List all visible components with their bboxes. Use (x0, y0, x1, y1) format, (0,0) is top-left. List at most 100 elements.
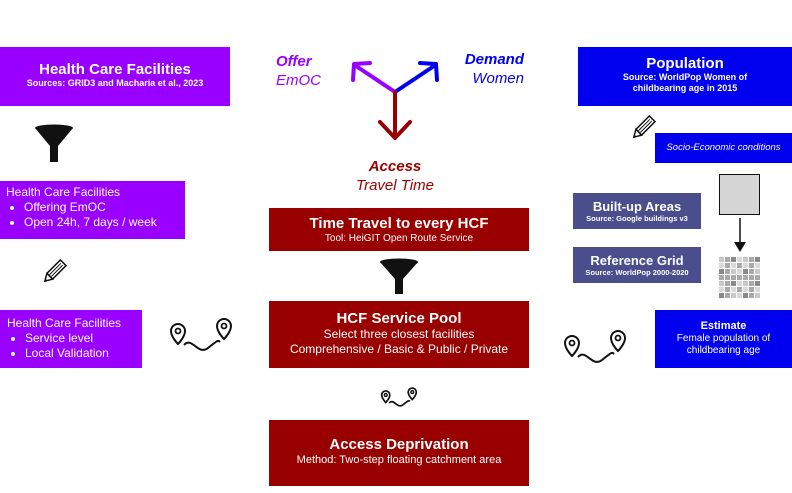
grid-cell (725, 275, 730, 280)
access-label: Access Travel Time (345, 157, 445, 195)
down-arrow-icon (734, 218, 746, 252)
grid-cell (731, 269, 736, 274)
grid-cell (719, 293, 724, 298)
route-icon (563, 329, 627, 363)
list-item: Open 24h, 7 days / week (24, 215, 179, 230)
grid-cell (743, 257, 748, 262)
funnel-icon (35, 124, 73, 162)
grid-cell (731, 287, 736, 292)
grid-cell (755, 281, 760, 286)
grid-cell (737, 269, 742, 274)
hcf-service-title: Health Care Facilities (7, 316, 122, 330)
estimate-title: Estimate (700, 320, 747, 332)
grid-cell (737, 287, 742, 292)
hcf-emoc-box: Health Care Facilities Offering EmOC Ope… (0, 181, 185, 239)
hcf-source-box: Health Care Facilities Sources: GRID3 an… (0, 47, 230, 106)
hcf-source-sub: Sources: GRID3 and Macharia et al., 2023 (26, 78, 204, 88)
grid-cell (755, 275, 760, 280)
grid-icon (719, 257, 760, 298)
service-pool-line1: Select three closest facilities (323, 327, 475, 341)
access-deprivation-sub: Method: Two-step floating catchment area (296, 454, 502, 466)
service-pool-line2: Comprehensive / Basic & Public / Private (289, 342, 509, 356)
tri-arrow-icon (351, 61, 439, 140)
grid-cell (737, 257, 742, 262)
offer-title: Offer (276, 53, 312, 70)
grid-cell (725, 281, 730, 286)
grid-cell (719, 269, 724, 274)
grid-cell (743, 287, 748, 292)
reference-grid-sub: Source: WorldPop 2000-2020 (585, 268, 689, 277)
pencil-icon (43, 258, 68, 283)
estimate-box: Estimate Female population of childbeari… (655, 310, 792, 368)
socio-economic-label: Socio-Economic conditions (666, 142, 781, 153)
grid-cell (737, 293, 742, 298)
grid-cell (737, 275, 742, 280)
population-sub: Source: WorldPop Women of childbearing a… (622, 72, 748, 93)
hcf-emoc-list: Offering EmOC Open 24h, 7 days / week (6, 200, 179, 230)
grid-cell (755, 263, 760, 268)
built-up-title: Built-up Areas (592, 199, 682, 214)
grid-cell (737, 281, 742, 286)
grid-cell (731, 281, 736, 286)
grid-cell (725, 269, 730, 274)
built-up-box: Built-up Areas Source: Google buildings … (573, 193, 701, 229)
demand-subtitle: Women (472, 70, 524, 87)
travel-time-sub: Tool: HeiGIT Open Route Service (324, 233, 474, 244)
reference-grid-title: Reference Grid (590, 253, 684, 268)
population-box: Population Source: WorldPop Women of chi… (578, 47, 792, 106)
demand-label: Demand Women (456, 50, 524, 88)
route-icon (380, 387, 418, 407)
hcf-source-title: Health Care Facilities (39, 61, 191, 78)
socio-economic-box: Socio-Economic conditions (655, 133, 792, 163)
grid-cell (743, 269, 748, 274)
grid-cell (755, 257, 760, 262)
grid-cell (749, 263, 754, 268)
built-up-sub: Source: Google buildings v3 (586, 214, 688, 223)
service-pool-box: HCF Service Pool Select three closest fa… (269, 301, 529, 368)
grid-cell (731, 263, 736, 268)
population-title: Population (646, 55, 724, 72)
list-item: Offering EmOC (24, 200, 179, 215)
reference-grid-box: Reference Grid Source: WorldPop 2000-202… (573, 247, 701, 283)
grid-cell (725, 257, 730, 262)
grid-cell (749, 257, 754, 262)
access-deprivation-title: Access Deprivation (329, 436, 469, 453)
hcf-service-box: Health Care Facilities Service level Loc… (0, 310, 142, 368)
offer-label: Offer EmOC (276, 52, 321, 90)
square-icon (719, 174, 760, 215)
grid-cell (731, 293, 736, 298)
grid-cell (749, 293, 754, 298)
offer-subtitle: EmOC (276, 72, 321, 89)
service-pool-title: HCF Service Pool (336, 310, 462, 327)
grid-cell (743, 293, 748, 298)
grid-cell (725, 263, 730, 268)
grid-cell (719, 287, 724, 292)
list-item: Service level (25, 331, 135, 346)
grid-cell (743, 275, 748, 280)
travel-time-box: Time Travel to every HCF Tool: HeiGIT Op… (269, 208, 529, 251)
grid-cell (743, 263, 748, 268)
travel-time-title: Time Travel to every HCF (309, 215, 489, 232)
funnel-icon (380, 258, 418, 294)
grid-cell (755, 293, 760, 298)
grid-cell (719, 281, 724, 286)
grid-cell (749, 269, 754, 274)
grid-cell (743, 281, 748, 286)
grid-cell (749, 275, 754, 280)
estimate-sub: Female population of childbearing age (676, 333, 771, 356)
grid-cell (731, 257, 736, 262)
grid-cell (719, 275, 724, 280)
grid-cell (725, 293, 730, 298)
grid-cell (749, 281, 754, 286)
grid-cell (737, 263, 742, 268)
access-deprivation-box: Access Deprivation Method: Two-step floa… (269, 420, 529, 486)
hcf-service-list: Service level Local Validation (7, 331, 135, 361)
demand-title: Demand (464, 51, 524, 68)
grid-cell (755, 287, 760, 292)
hcf-emoc-title: Health Care Facilities (6, 185, 121, 199)
route-icon (169, 317, 233, 351)
grid-cell (755, 269, 760, 274)
grid-cell (725, 287, 730, 292)
access-title: Access (368, 158, 422, 175)
grid-cell (749, 287, 754, 292)
